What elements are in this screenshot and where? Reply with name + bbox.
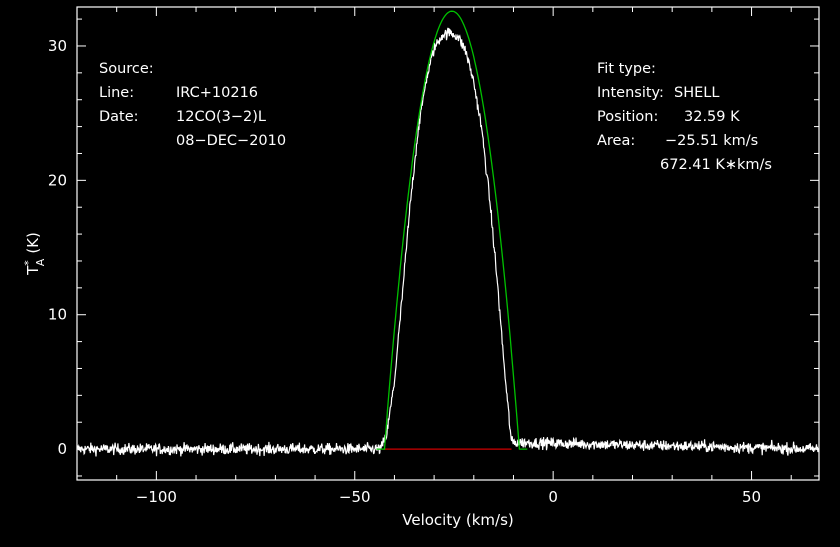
area-label: Area: [597,133,636,149]
fit-type-value: SHELL [674,85,720,101]
plot-frame [76,6,820,481]
y-axis-label-superscript: * [22,260,35,266]
x-tick-label: −50 [339,488,371,506]
y-tick-label: 30 [48,37,67,55]
tick-labels: −100 −50 0 50 0 10 20 30 [48,37,761,506]
position-label: Position: [597,109,659,125]
fit-info: Fit type: SHELL Intensity: 32.59 K Posit… [597,33,817,173]
fit-type-label: Fit type: [597,61,656,77]
date-label: Date: [99,109,139,125]
source-label: Source: [99,61,154,77]
line-label: Line: [99,85,135,101]
observation-info: Source: IRC+10216 Line: 12CO(3−2)L Date:… [99,33,339,149]
y-axis-label-subscript: A [34,258,47,266]
y-tick-label: 0 [57,440,67,458]
date-value: 08−DEC−2010 [176,133,287,149]
y-axis-label-symbol: T [24,265,42,276]
y-tick-label: 10 [48,306,67,324]
x-tick-label: 50 [742,488,761,506]
fit-line [376,10,528,450]
area-value: 672.41 K∗km/s [660,157,772,173]
axis-ticks [76,7,819,480]
y-axis-label-unit: (K) [24,232,42,254]
intensity-label: Intensity: [597,85,664,101]
x-tick-label: −100 [136,488,177,506]
intensity-value: 32.59 K [684,109,740,125]
line-value: 12CO(3−2)L [176,109,266,125]
position-value: −25.51 km/s [665,133,759,149]
source-value: IRC+10216 [176,85,259,101]
x-axis-label: Velocity (km/s) [402,511,513,529]
x-tick-label: 0 [548,488,558,506]
spectrum-line [76,27,820,457]
y-axis-label: T*A (K) [22,232,47,276]
y-tick-label: 20 [48,171,67,189]
